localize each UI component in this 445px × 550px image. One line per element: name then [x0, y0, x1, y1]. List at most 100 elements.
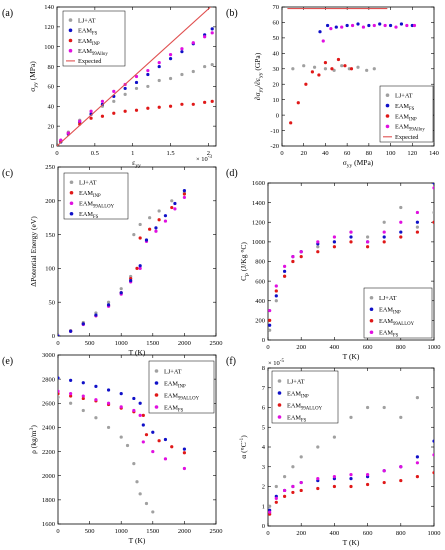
data-point-fs: [388, 23, 393, 28]
x-tick-label: 600: [363, 530, 373, 537]
data-point-alloy: [268, 308, 272, 313]
y-tick-label: 2600: [42, 400, 55, 407]
legend-entry-text: EAM: [79, 201, 93, 208]
data-point-fs: [81, 381, 85, 385]
data-point-inp: [399, 478, 403, 483]
data-point-alloy: [203, 35, 207, 39]
data-point-inp: [382, 480, 386, 485]
x-tick-label: 0: [266, 530, 269, 537]
data-point-fs: [138, 401, 142, 405]
x-axis-label: T (K): [129, 536, 146, 545]
data-point-inp: [157, 105, 161, 109]
legend-entry-sub: 99ALLOY: [93, 205, 115, 210]
data-point-inp: [182, 192, 186, 196]
legend-entry-text: EAM: [287, 390, 301, 397]
data-point-inp: [69, 394, 73, 398]
legend-entry-sub: INP: [92, 42, 100, 47]
legend-entry-text: EAM: [379, 318, 393, 325]
y-tick-label: 200: [45, 198, 55, 205]
data-point-lj: [146, 84, 150, 89]
y-tick-label: 140: [44, 4, 54, 11]
x-tick-label: 2500: [210, 340, 223, 347]
data-point-fs: [157, 64, 161, 69]
legend-entry-label: EAMFS: [78, 28, 98, 37]
data-point-inp: [170, 445, 174, 449]
data-point-fs: [432, 183, 434, 185]
data-point-inp: [182, 451, 186, 455]
y-tick-label: 100: [45, 266, 55, 273]
legend-point-marker: [369, 318, 374, 323]
data-point-inp: [148, 227, 152, 231]
data-point-lj: [283, 475, 287, 479]
data-point-lj: [356, 65, 360, 69]
y-tick-label: -20: [270, 143, 279, 150]
data-point-alloy: [89, 109, 93, 113]
y-tick-label: 40: [48, 103, 55, 110]
data-point-lj: [274, 484, 278, 489]
data-point-inp: [89, 116, 93, 120]
data-point-inp: [310, 70, 314, 74]
data-point-alloy: [157, 61, 161, 65]
legend-point-marker: [385, 114, 390, 118]
data-point-inp: [399, 235, 403, 239]
y-axis-label: α (°C-1): [239, 435, 248, 459]
plot-area: [287, 7, 417, 125]
y-axis-label-main: ρ (kg/m: [29, 430, 38, 454]
y-tick-label: 1: [262, 503, 265, 510]
data-point-inp: [332, 245, 336, 249]
data-point-inp: [291, 259, 295, 264]
data-point-alloy: [415, 461, 419, 465]
x-axis-label: T (K): [343, 352, 360, 361]
data-point-lj: [180, 72, 184, 77]
data-point-alloy: [58, 389, 60, 393]
data-point-lj: [94, 416, 98, 420]
x-tick-label: 2: [207, 150, 210, 157]
y-tick-label: 250: [45, 164, 55, 171]
legend-entry-label: EAMINP: [78, 38, 100, 47]
y-axis-label: ρ (kg/m3): [29, 425, 38, 454]
data-point-lj: [112, 99, 116, 103]
legend-entry-sub: 99Alloy: [409, 128, 425, 133]
legend-entry-text: EAM: [164, 404, 178, 411]
y-tick-label: 5: [262, 424, 265, 431]
legend-point-marker: [369, 295, 374, 300]
data-point-alloy: [274, 496, 278, 500]
legend-entry-label: EAMFS: [287, 414, 307, 423]
data-point-lj: [123, 92, 127, 96]
data-point-lj: [312, 65, 317, 69]
y-tick-label: 200: [255, 318, 265, 325]
data-point-fs: [399, 230, 403, 234]
data-point-lj: [132, 233, 136, 237]
legend-entry-sub: 99Alloy: [92, 52, 108, 57]
data-point-alloy: [415, 210, 419, 215]
data-point-lj: [81, 408, 85, 413]
legend-box: [63, 172, 129, 220]
data-point-lj: [382, 220, 386, 224]
data-point-fs: [399, 22, 404, 26]
legend-box: [62, 10, 126, 67]
data-point-inp: [146, 106, 150, 110]
x-tick-label: 0: [266, 344, 269, 351]
legend-entry-text: EAM: [395, 124, 409, 131]
data-point-lj: [274, 299, 278, 303]
data-point-lj: [340, 64, 344, 68]
legend-entry-text: LJ+AT: [78, 17, 96, 24]
legend-entry-sub: FS: [301, 418, 307, 423]
data-point-fs: [367, 23, 371, 28]
y-axis-label-sub: yy: [258, 87, 264, 93]
y-tick-label: 20: [48, 123, 55, 130]
y-tick-label: 1800: [42, 497, 55, 504]
legend-point-marker: [154, 369, 159, 373]
data-point-lj: [168, 76, 173, 81]
data-point-alloy: [119, 405, 123, 409]
data-point-inp: [168, 104, 173, 108]
data-point-fs: [180, 50, 184, 54]
plot-area: [268, 183, 434, 332]
y-tick-label: 3000: [42, 352, 55, 359]
data-point-inp: [283, 494, 287, 498]
data-point-alloy: [173, 207, 177, 211]
data-point-fs: [119, 392, 123, 396]
legend-entry-label: EAMINP: [164, 380, 186, 389]
y-tick-label: 10: [273, 97, 280, 104]
